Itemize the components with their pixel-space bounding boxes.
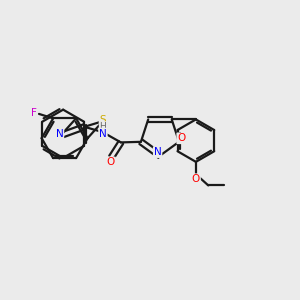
- Text: S: S: [100, 115, 106, 125]
- Text: N: N: [154, 147, 161, 157]
- Text: O: O: [192, 174, 200, 184]
- Text: O: O: [177, 133, 185, 143]
- Text: H: H: [100, 122, 106, 131]
- Text: N: N: [56, 129, 63, 139]
- Text: O: O: [107, 158, 115, 167]
- Text: N: N: [99, 129, 107, 139]
- Text: F: F: [31, 108, 37, 118]
